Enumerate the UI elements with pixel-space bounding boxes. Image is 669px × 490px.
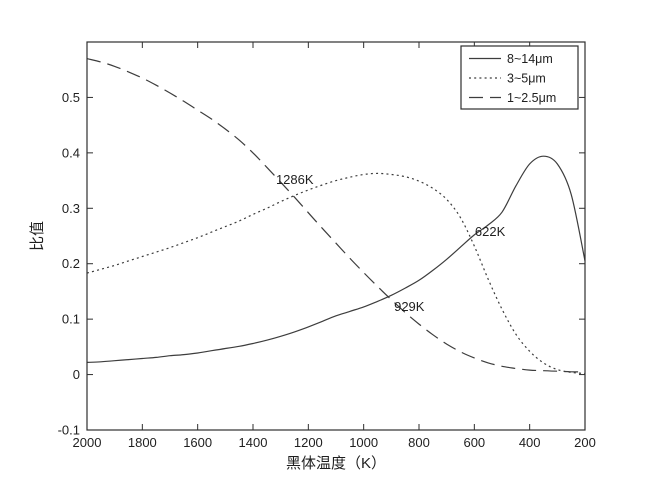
x-tick-label: 1600 xyxy=(183,435,212,450)
x-tick-label: 600 xyxy=(463,435,485,450)
legend-label: 3~5μm xyxy=(507,72,546,86)
y-tick-label: -0.1 xyxy=(58,423,80,438)
legend-label: 8~14μm xyxy=(507,52,553,66)
x-axis-label: 黑体温度（K） xyxy=(286,455,386,472)
x-tick-label: 1200 xyxy=(294,435,323,450)
x-tick-label: 1800 xyxy=(128,435,157,450)
series-curve-0 xyxy=(86,155,586,363)
intersection-label: 929K xyxy=(394,299,425,314)
legend-label: 1~2.5μm xyxy=(507,91,556,105)
x-tick-label: 1400 xyxy=(239,435,268,450)
x-tick-label: 200 xyxy=(574,435,596,450)
x-tick-label: 2000 xyxy=(73,435,102,450)
x-tick-label: 1000 xyxy=(349,435,378,450)
y-axis-label: 比值 xyxy=(29,221,46,251)
series-curve-1 xyxy=(86,172,586,375)
x-tick-label: 800 xyxy=(408,435,430,450)
plot-frame xyxy=(86,41,586,431)
series-curve-2 xyxy=(86,58,586,373)
y-tick-label: 0.2 xyxy=(62,256,80,271)
y-tick-label: 0 xyxy=(73,367,80,382)
y-tick-label: 0.5 xyxy=(62,90,80,105)
x-tick-label: 400 xyxy=(519,435,541,450)
intersection-label: 622K xyxy=(475,224,506,239)
y-tick-label: 0.4 xyxy=(62,145,80,160)
intersection-label: 1286K xyxy=(276,172,314,187)
y-tick-label: 0.3 xyxy=(62,201,80,216)
y-tick-label: 0.1 xyxy=(62,312,80,327)
